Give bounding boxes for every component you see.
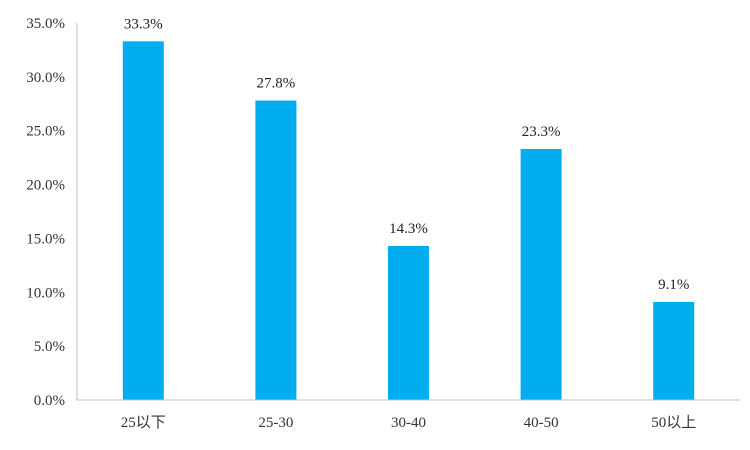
bar: [520, 149, 562, 400]
data-label: 14.3%: [389, 221, 428, 237]
bar: [255, 100, 297, 400]
x-tick-label: 25以下: [121, 415, 166, 431]
x-tick-label: 40-50: [524, 415, 559, 431]
y-tick-label: 10.0%: [26, 285, 65, 301]
bars: [122, 41, 695, 400]
y-tick-label: 35.0%: [26, 16, 65, 32]
data-label: 27.8%: [257, 76, 296, 92]
x-tick-label: 30-40: [391, 415, 426, 431]
y-axis-ticks: 0.0% 5.0% 10.0% 15.0% 20.0% 25.0% 30.0% 35.0%: [26, 16, 65, 409]
bar: [653, 301, 695, 400]
x-tick-label: 50以上: [651, 414, 696, 431]
y-tick-label: 15.0%: [26, 231, 65, 247]
y-tick-label: 5.0%: [34, 339, 65, 355]
y-tick-label: 0.0%: [34, 393, 65, 409]
y-tick-label: 30.0%: [26, 70, 65, 86]
y-tick-label: 20.0%: [26, 178, 65, 194]
x-tick-label: 25-30: [258, 415, 293, 431]
bar: [122, 41, 164, 400]
bar: [388, 245, 429, 400]
data-label: 23.3%: [522, 124, 561, 140]
data-labels: 33.3% 27.8% 14.3% 23.3% 9.1%: [124, 16, 689, 293]
data-label: 9.1%: [658, 277, 689, 293]
data-label: 33.3%: [124, 16, 163, 32]
x-axis-labels: 25以下 25-30 30-40 40-50 50以上: [121, 414, 696, 431]
y-tick-label: 25.0%: [26, 124, 65, 140]
